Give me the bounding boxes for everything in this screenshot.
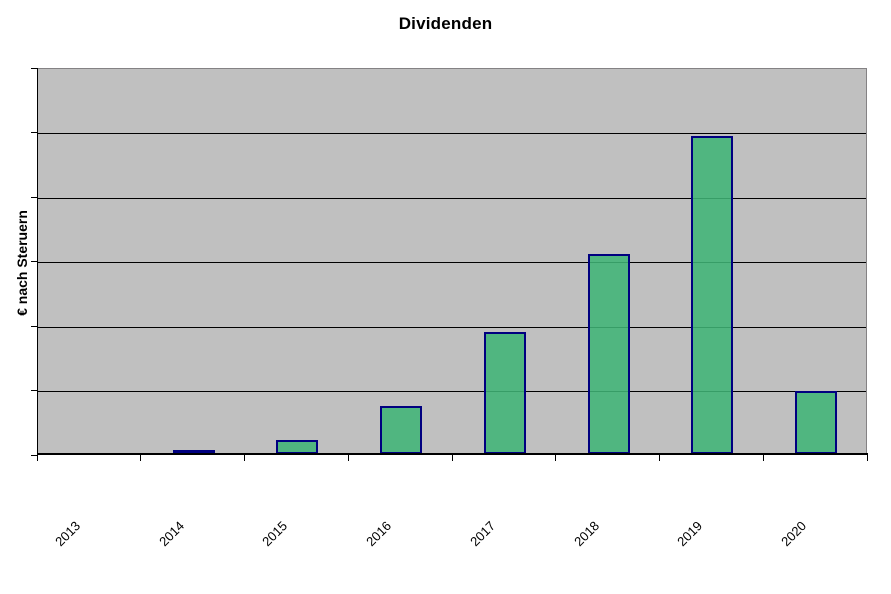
y-tick [31, 67, 37, 69]
x-axis-label-2017: 2017 [466, 518, 499, 550]
bar-2015 [276, 440, 318, 454]
x-tick [244, 455, 245, 461]
y-axis-label: € nach Steruern [14, 210, 30, 316]
x-axis-label-2013: 2013 [51, 518, 84, 550]
x-tick [140, 455, 142, 461]
x-axis-label-2014: 2014 [155, 518, 187, 550]
gridline [38, 133, 866, 134]
gridline [38, 197, 866, 199]
plot-area [37, 68, 867, 455]
bar-2020 [795, 391, 837, 454]
y-tick [31, 454, 37, 456]
x-tick [555, 455, 557, 461]
x-axis-label-2015: 2015 [259, 518, 291, 550]
bar-2018 [588, 254, 630, 454]
x-tick [762, 455, 764, 461]
x-tick [659, 455, 660, 461]
y-tick [31, 196, 37, 198]
x-axis-label-2016: 2016 [363, 518, 395, 550]
y-axis-line [37, 68, 38, 455]
x-axis-label-2020: 2020 [778, 518, 810, 550]
y-tick [31, 390, 37, 391]
x-axis-label-2018: 2018 [570, 518, 602, 550]
bar-2016 [380, 406, 422, 454]
gridline [38, 391, 866, 392]
x-tick [347, 455, 349, 461]
y-tick [31, 261, 37, 262]
x-tick [36, 455, 38, 461]
x-axis-line [37, 453, 868, 455]
x-tick [866, 455, 868, 461]
y-tick [31, 325, 37, 327]
gridline [38, 326, 866, 328]
gridline [38, 262, 866, 263]
bar-2017 [484, 332, 526, 454]
y-tick [31, 132, 37, 133]
x-tick [451, 455, 453, 461]
bar-2019 [691, 136, 733, 454]
x-axis-label-2019: 2019 [674, 518, 706, 550]
chart-title: Dividenden [398, 14, 493, 33]
